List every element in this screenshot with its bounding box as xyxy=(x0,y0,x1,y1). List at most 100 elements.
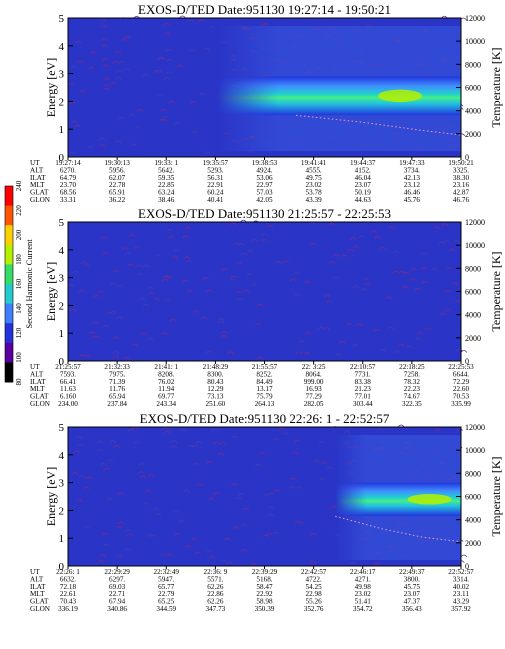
noise-mark xyxy=(103,87,110,91)
noise-mark xyxy=(241,523,248,527)
noise-mark xyxy=(219,442,227,445)
table-cell: 6.160 xyxy=(60,393,77,401)
noise-mark xyxy=(398,271,406,274)
noise-mark xyxy=(103,467,111,471)
noise-mark xyxy=(74,124,81,128)
colorbar-tick-label: 180 xyxy=(15,254,23,265)
table-cell: 51.41 xyxy=(355,598,372,606)
noise-mark xyxy=(189,49,196,52)
noise-mark xyxy=(140,332,148,336)
y2-tick-label: 4000 xyxy=(465,311,481,320)
noise-mark xyxy=(402,285,409,289)
noise-mark xyxy=(131,343,138,347)
noise-mark xyxy=(256,303,263,307)
table-cell: 8208. xyxy=(158,370,174,378)
noise-mark xyxy=(313,460,320,463)
noise-mark xyxy=(128,113,136,117)
table-cell: 7731. xyxy=(355,370,371,378)
table-row-label: UT xyxy=(30,159,40,167)
noise-mark xyxy=(379,246,387,250)
table-cell: 63.24 xyxy=(158,189,175,197)
table-cell: 59.35 xyxy=(158,174,175,182)
table-cell: 5168. xyxy=(256,575,272,583)
y-tick-label: 5 xyxy=(59,13,65,25)
noise-mark xyxy=(272,531,279,535)
table-cell: 22: 3:25 xyxy=(302,363,326,371)
noise-mark xyxy=(425,327,432,331)
table-cell: 23.70 xyxy=(60,181,77,189)
noise-mark xyxy=(318,326,325,330)
noise-mark xyxy=(101,38,108,41)
table-cell: 21:48:29 xyxy=(203,363,229,371)
noise-mark xyxy=(208,556,216,559)
noise-mark xyxy=(163,299,171,302)
noise-mark xyxy=(282,432,289,436)
noise-mark xyxy=(165,49,172,52)
table-cell: 23.02 xyxy=(355,590,372,598)
y2-tick-label: 2000 xyxy=(465,539,481,548)
y-tick-label: 3 xyxy=(59,69,65,81)
table-cell: 62.26 xyxy=(207,598,224,606)
table-cell: 356.43 xyxy=(402,605,422,613)
noise-mark xyxy=(187,445,195,448)
table-cell: 7593. xyxy=(60,370,76,378)
table-cell: 3314. xyxy=(453,575,469,583)
noise-mark xyxy=(451,282,458,285)
noise-mark xyxy=(254,463,262,467)
noise-mark xyxy=(320,461,328,465)
noise-mark xyxy=(377,428,384,432)
noise-mark xyxy=(154,254,162,257)
table-cell: 6270. xyxy=(60,166,76,174)
noise-mark xyxy=(78,289,86,293)
noise-mark xyxy=(214,492,221,495)
noise-mark xyxy=(338,340,346,344)
table-cell: 4924. xyxy=(256,166,272,174)
noise-mark xyxy=(217,318,225,321)
table-cell: 69.77 xyxy=(158,393,175,401)
noise-mark xyxy=(258,452,266,455)
noise-mark xyxy=(70,65,78,69)
noise-mark xyxy=(294,521,302,524)
table-cell: 21:25:57 xyxy=(55,363,81,371)
noise-mark xyxy=(187,19,194,23)
noise-mark xyxy=(203,151,211,155)
noise-mark xyxy=(355,323,363,327)
noise-mark xyxy=(85,476,93,480)
noise-mark xyxy=(298,340,305,344)
noise-mark xyxy=(229,278,237,282)
noise-mark xyxy=(134,246,141,249)
noise-mark xyxy=(240,549,248,552)
noise-mark xyxy=(109,283,117,286)
noise-mark xyxy=(250,563,258,566)
noise-mark xyxy=(349,237,357,241)
table-row-label: ALT xyxy=(30,575,44,583)
y2-tick-label: 2000 xyxy=(465,334,481,343)
noise-mark xyxy=(456,428,463,431)
table-cell: 357.92 xyxy=(451,605,471,613)
table-cell: 45.76 xyxy=(404,196,421,204)
noise-mark xyxy=(159,118,166,122)
noise-mark xyxy=(420,252,428,256)
noise-mark xyxy=(98,144,106,148)
y2-tick-label: 10000 xyxy=(465,241,485,250)
colorbar-tick-label: 80 xyxy=(15,378,23,386)
noise-mark xyxy=(196,483,204,487)
noise-mark xyxy=(183,489,191,493)
table-cell: 237.84 xyxy=(107,400,127,408)
table-cell: 43.39 xyxy=(306,196,323,204)
noise-mark xyxy=(137,471,145,475)
noise-mark xyxy=(127,263,135,267)
colorbar-tick-label: 240 xyxy=(15,180,23,191)
y-tick-label: 5 xyxy=(59,422,65,434)
noise-mark xyxy=(434,428,442,432)
noise-mark xyxy=(246,273,254,276)
noise-mark xyxy=(102,543,110,547)
noise-mark xyxy=(142,502,150,506)
noise-mark xyxy=(146,286,154,290)
table-cell: 22:26: 1 xyxy=(56,568,80,576)
noise-mark xyxy=(178,520,185,523)
chart-title: EXOS-D/TED Date:951130 19:27:14 - 19:50:… xyxy=(138,2,391,17)
colorbar-segment xyxy=(5,186,13,207)
noise-mark xyxy=(118,60,126,64)
noise-mark xyxy=(75,436,83,440)
